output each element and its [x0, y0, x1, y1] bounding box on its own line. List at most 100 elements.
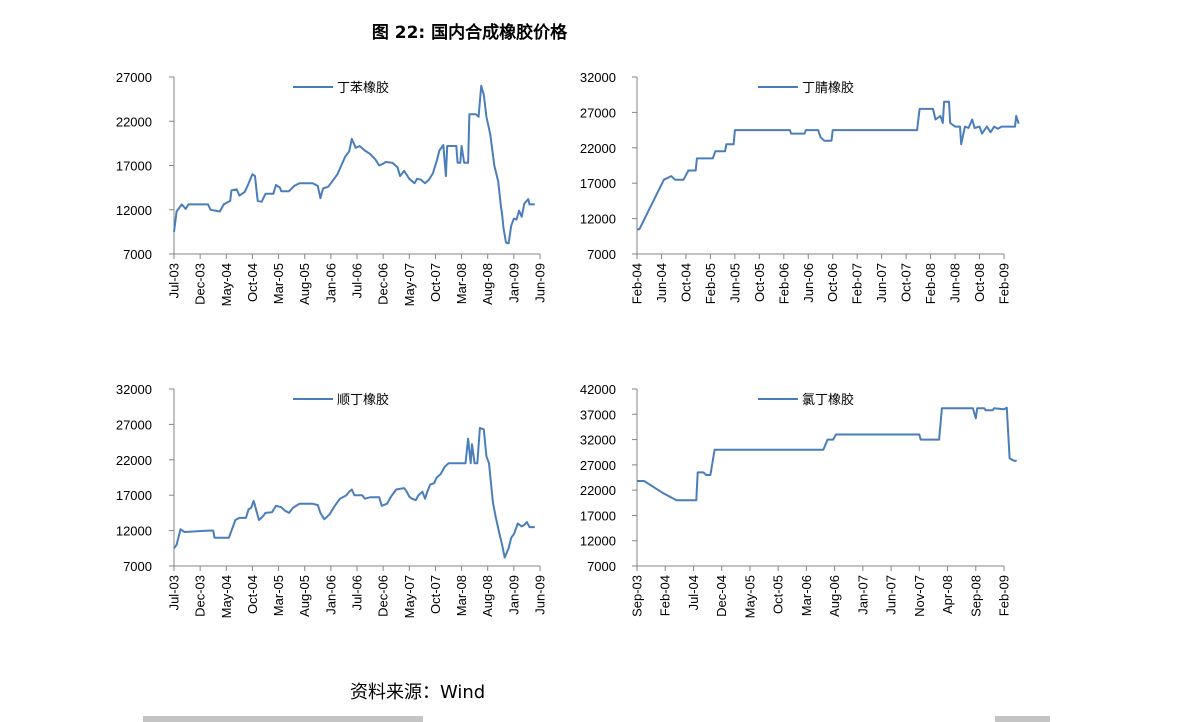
x-tick-label: Aug-08 — [480, 263, 495, 305]
y-tick-label: 17000 — [580, 508, 616, 523]
x-tick-label: Oct-04 — [245, 575, 260, 614]
x-tick-label: Jun-06 — [801, 263, 816, 303]
x-tick-label: Jun-09 — [533, 263, 548, 303]
x-tick-label: Dec-06 — [376, 575, 391, 617]
x-tick-label: Oct-07 — [428, 263, 443, 302]
x-tick-label: Jun-07 — [884, 575, 899, 615]
x-tick-label: Feb-04 — [658, 575, 673, 616]
legend-label: 顺丁橡胶 — [337, 392, 389, 408]
x-tick-label: Feb-04 — [630, 263, 645, 304]
y-tick-label: 17000 — [116, 159, 152, 174]
y-tick-label: 32000 — [580, 70, 616, 85]
x-tick-label: May-04 — [219, 575, 234, 618]
x-tick-label: Jul-04 — [686, 575, 701, 610]
x-tick-label: Oct-06 — [825, 263, 840, 302]
x-tick-label: Jul-03 — [167, 575, 182, 610]
x-tick-label: Dec-03 — [193, 575, 208, 617]
x-tick-label: Dec-06 — [376, 263, 391, 305]
chart-2: 32000 27000 22000 17000 12000 7000 Feb-04 Jun-0… — [580, 70, 1020, 304]
x-tick-label: Jun-07 — [874, 263, 889, 303]
x-tick-label: Mar-05 — [271, 575, 286, 616]
x-tick-label: Aug-05 — [297, 263, 312, 305]
x-tick-label: Oct-05 — [752, 263, 767, 302]
y-tick-label: 22000 — [580, 483, 616, 498]
series-line — [173, 426, 535, 559]
x-tick-label: Jan-09 — [506, 263, 521, 303]
source-note: 资料来源：Wind — [350, 682, 486, 703]
chart-4: 42000 37000 32000 27000 22000 17000 12000 7000 S… — [580, 382, 1017, 618]
y-tick-label: 17000 — [116, 488, 152, 503]
y-tick-label: 12000 — [116, 524, 152, 539]
x-tick-label: Mar-05 — [271, 263, 286, 304]
x-tick-label: Mar-06 — [799, 575, 814, 616]
x-tick-label: Jun-05 — [727, 263, 742, 303]
y-tick-label: 32000 — [580, 433, 616, 448]
x-tick-label: Oct-04 — [245, 263, 260, 302]
x-tick-label: Oct-07 — [899, 263, 914, 302]
x-tick-label: Mar-08 — [454, 263, 469, 304]
x-tick-label: Jan-09 — [506, 575, 521, 615]
y-tick-label: 12000 — [580, 212, 616, 227]
x-tick-label: Mar-08 — [454, 575, 469, 616]
y-tick-label: 7000 — [123, 559, 152, 574]
x-tick-label: Sep-08 — [968, 575, 983, 617]
x-tick-label: May-04 — [219, 263, 234, 306]
series-line — [173, 84, 535, 245]
x-tick-label: Jan-07 — [855, 575, 870, 615]
x-tick-label: Dec-04 — [714, 575, 729, 617]
y-tick-label: 17000 — [580, 176, 616, 191]
figure-title: 图 22: 国内合成橡胶价格 — [371, 23, 568, 43]
x-tick-label: Nov-07 — [912, 575, 927, 617]
y-tick-label: 22000 — [580, 141, 616, 156]
x-tick-label: Jun-08 — [948, 263, 963, 303]
y-tick-label: 7000 — [123, 247, 152, 262]
series-line — [637, 406, 1017, 502]
x-tick-label: Oct-04 — [678, 263, 693, 302]
x-tick-label: Feb-07 — [850, 263, 865, 304]
x-tick-label: Feb-08 — [923, 263, 938, 304]
x-tick-label: Jun-04 — [654, 263, 669, 303]
x-tick-label: Aug-05 — [297, 575, 312, 617]
legend-label: 丁腈橡胶 — [802, 80, 854, 96]
chart-3: 32000 27000 22000 17000 12000 7000 Jul-03 Dec-0… — [116, 382, 548, 618]
legend-label: 丁苯橡胶 — [337, 80, 389, 96]
y-tick-label: 7000 — [587, 559, 616, 574]
x-tick-label: Oct-05 — [771, 575, 786, 614]
x-tick-label: Jan-06 — [323, 263, 338, 303]
x-tick-label: May-07 — [402, 263, 417, 306]
x-tick-label: May-05 — [742, 575, 757, 618]
y-tick-label: 12000 — [116, 203, 152, 218]
x-tick-label: Feb-06 — [776, 263, 791, 304]
x-tick-label: Apr-08 — [940, 575, 955, 614]
y-tick-label: 42000 — [580, 382, 616, 397]
cropped-text-fragment — [143, 716, 423, 722]
y-tick-label: 27000 — [116, 70, 152, 85]
y-tick-label: 7000 — [587, 247, 616, 262]
y-tick-label: 22000 — [116, 114, 152, 129]
y-tick-label: 22000 — [116, 453, 152, 468]
x-tick-label: Jul-06 — [350, 263, 365, 298]
legend-label: 氯丁橡胶 — [802, 392, 854, 408]
y-tick-label: 27000 — [580, 105, 616, 120]
x-tick-label: Jul-03 — [167, 263, 182, 298]
y-tick-label: 27000 — [116, 417, 152, 432]
x-tick-label: Oct-08 — [972, 263, 987, 302]
y-tick-label: 12000 — [580, 534, 616, 549]
x-tick-label: Feb-09 — [997, 575, 1012, 616]
y-tick-label: 32000 — [116, 382, 152, 397]
x-tick-label: Aug-08 — [480, 575, 495, 617]
chart-1: 27000 22000 17000 12000 7000 Jul-03 Dec-03 May-… — [116, 70, 548, 306]
cropped-text-fragment-right — [995, 716, 1050, 722]
y-tick-label: 37000 — [580, 407, 616, 422]
x-tick-label: Dec-03 — [193, 263, 208, 305]
x-tick-label: Jan-06 — [323, 575, 338, 615]
x-tick-label: Sep-03 — [630, 575, 645, 617]
x-tick-label: Jun-09 — [533, 575, 548, 615]
x-tick-label: Oct-07 — [428, 575, 443, 614]
x-tick-label: Feb-05 — [703, 263, 718, 304]
x-tick-label: Feb-09 — [997, 263, 1012, 304]
x-tick-label: Jul-06 — [350, 575, 365, 610]
x-tick-label: Aug-06 — [827, 575, 842, 617]
series-line — [637, 100, 1020, 231]
